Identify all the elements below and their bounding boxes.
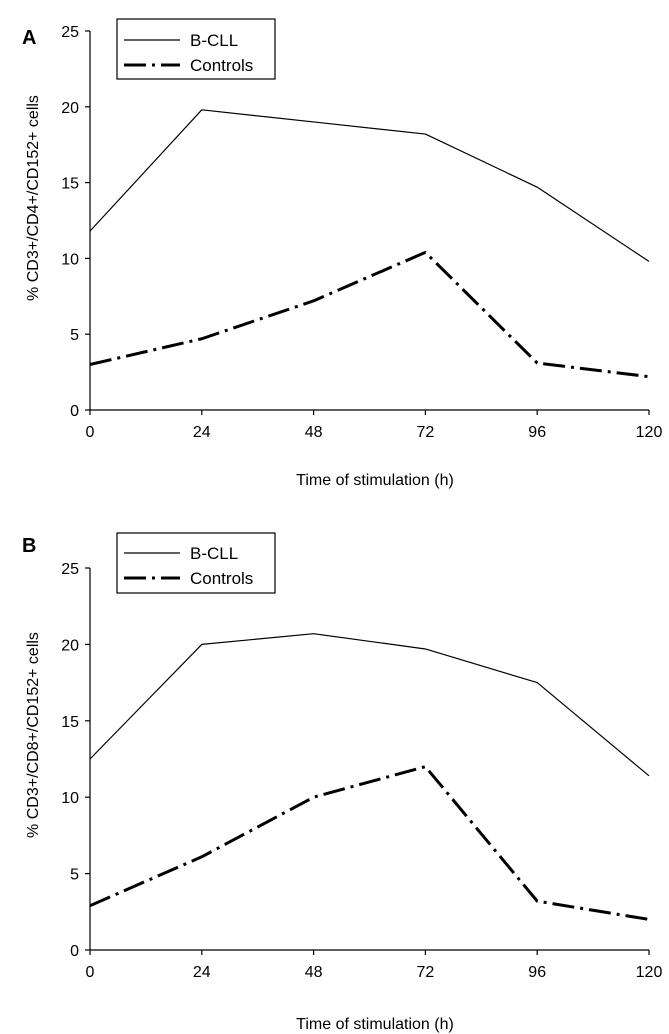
x-tick-label: 96 [528, 964, 546, 981]
x-tick-label: 0 [86, 424, 95, 441]
legend-box [116, 532, 276, 594]
x-tick-label: 24 [193, 964, 211, 981]
legend: B-CLL Controls [124, 544, 253, 588]
y-axis-label: % CD3+/CD4+/CD152+ cells [25, 95, 42, 301]
legend-box [116, 18, 276, 80]
x-tick-label: 72 [417, 424, 435, 441]
x-tick-label: 120 [636, 424, 663, 441]
y-tick-label: 20 [61, 100, 79, 117]
panel-label: A [22, 27, 36, 49]
x-tick-label: 96 [528, 424, 546, 441]
series-line-b-cll [89, 109, 650, 262]
y-tick-label: 25 [61, 561, 79, 578]
y-tick-label: 0 [70, 403, 79, 420]
x-tick-label: 48 [305, 424, 323, 441]
y-tick-label: 0 [70, 943, 79, 960]
x-tick-label: 72 [417, 964, 435, 981]
y-tick-label: 15 [61, 714, 79, 731]
panel-a: A B-CLL Controls Time of stimulation (h)… [22, 18, 663, 489]
series-line-b-cll [89, 633, 650, 777]
x-tick-label: 120 [636, 964, 663, 981]
x-axis-label: Time of stimulation (h) [296, 1016, 454, 1033]
y-tick-label: 10 [61, 251, 79, 268]
panel-b: B B-CLL Controls Time of stimulation (h)… [22, 532, 663, 1033]
y-axis-label: % CD3+/CD8+/CD152+ cells [25, 632, 42, 838]
series-line-controls [89, 765, 650, 921]
y-tick-label: 10 [61, 790, 79, 807]
legend-label-controls: Controls [190, 56, 253, 75]
x-tick-label: 48 [305, 964, 323, 981]
x-axis-label: Time of stimulation (h) [296, 472, 454, 489]
y-tick-label: 25 [61, 24, 79, 41]
y-tick-label: 5 [70, 867, 79, 884]
panel-label: B [22, 535, 36, 557]
series-line-controls [89, 250, 650, 379]
y-tick-label: 5 [70, 327, 79, 344]
legend-label-b-cll: B-CLL [190, 544, 238, 563]
x-tick-label: 24 [193, 424, 211, 441]
x-tick-label: 0 [86, 964, 95, 981]
legend: B-CLL Controls [124, 31, 253, 75]
legend-label-b-cll: B-CLL [190, 31, 238, 50]
legend-label-controls: Controls [190, 569, 253, 588]
y-tick-label: 20 [61, 637, 79, 654]
y-tick-label: 15 [61, 176, 79, 193]
